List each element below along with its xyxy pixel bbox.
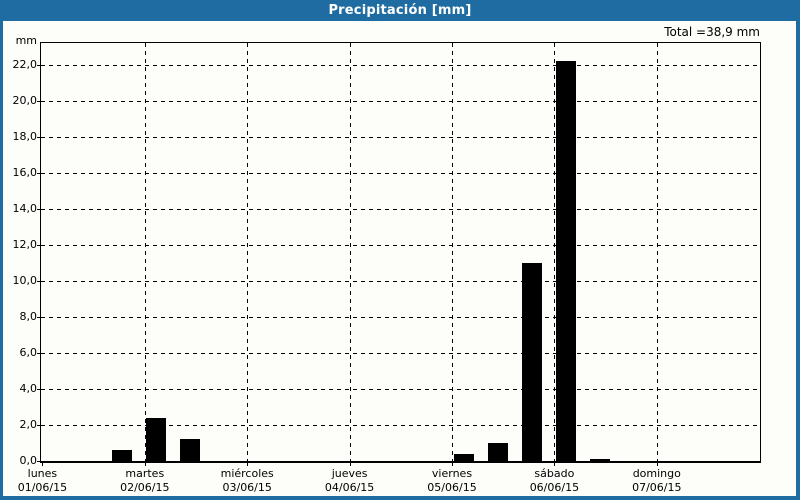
x-axis-day-label: jueves: [331, 467, 368, 480]
precipitation-bar: [453, 454, 474, 461]
precipitation-bar: [112, 450, 133, 461]
x-axis-day-label: viernes: [431, 467, 473, 480]
gridline-horizontal: [41, 245, 760, 246]
precipitation-bar: [555, 61, 576, 461]
x-tick-mark: [349, 463, 351, 466]
y-tick-mark: [37, 425, 40, 426]
x-axis-date-label: 04/06/15: [324, 481, 375, 494]
gridline-horizontal: [41, 209, 760, 210]
y-tick-label: 2,0: [19, 418, 38, 431]
y-axis-unit-label: mm: [15, 34, 37, 47]
gridline-horizontal: [41, 425, 760, 426]
precipitation-bar: [487, 443, 508, 461]
x-axis-date-label: 05/06/15: [427, 481, 477, 494]
gridline-horizontal: [41, 353, 760, 354]
x-axis-date-label: 03/06/15: [222, 481, 272, 494]
y-tick-label: 22,0: [12, 58, 38, 71]
gridline-day-boundary: [452, 43, 453, 461]
gridline-horizontal: [41, 281, 760, 282]
precipitation-bar: [180, 439, 201, 461]
y-tick-label: 0,0: [19, 454, 38, 467]
gridline-day-boundary: [247, 43, 249, 461]
x-axis-day-label: martes: [125, 467, 165, 480]
gridline-horizontal: [41, 389, 760, 390]
precipitation-bar: [590, 459, 611, 461]
y-tick-label: 18,0: [12, 130, 38, 143]
y-tick-label: 8,0: [19, 310, 38, 323]
y-tick-mark: [37, 101, 40, 102]
x-axis-date-label: 07/06/15: [632, 481, 682, 494]
chart-content-area: Total =38,9 mm mm 0,0 2,0 4,0 6,0 8,0 10,0 12,…: [3, 21, 796, 496]
chart-title: Precipitación [mm]: [328, 3, 472, 18]
x-tick-mark: [247, 463, 249, 466]
y-tick-mark: [37, 353, 40, 354]
x-axis-day-label: lunes: [27, 467, 58, 480]
total-precipitation-label: Total =38,9 mm: [664, 25, 760, 39]
y-tick-mark: [37, 209, 40, 210]
gridline-horizontal: [41, 65, 760, 66]
y-tick-label: 10,0: [12, 274, 38, 287]
x-axis-day-label: domingo: [632, 467, 681, 480]
y-tick-mark: [37, 245, 40, 246]
x-axis-day-label: sábado: [534, 467, 575, 480]
gridline-horizontal: [41, 137, 760, 138]
plot-area: [40, 42, 761, 463]
precipitation-bar: [521, 263, 542, 461]
y-tick-mark: [37, 317, 40, 318]
y-tick-label: 20,0: [12, 94, 38, 107]
gridline-day-boundary: [144, 43, 146, 461]
y-tick-mark: [37, 461, 40, 462]
y-tick-label: 4,0: [19, 382, 38, 395]
gridline-day-boundary: [656, 43, 658, 461]
y-tick-mark: [37, 137, 40, 138]
y-tick-label: 14,0: [12, 202, 38, 215]
x-axis-day-label: miércoles: [220, 467, 274, 480]
y-tick-label: 6,0: [19, 346, 38, 359]
y-tick-mark: [37, 281, 40, 282]
x-tick-mark: [656, 463, 658, 466]
x-axis-date-label: 06/06/15: [529, 481, 580, 494]
x-tick-mark: [554, 463, 556, 466]
gridline-day-boundary: [554, 43, 556, 461]
y-tick-mark: [37, 389, 40, 390]
x-tick-mark: [144, 463, 146, 466]
y-tick-label: 16,0: [12, 166, 38, 179]
x-tick-mark: [42, 463, 44, 466]
gridline-horizontal: [41, 317, 760, 318]
gridline-day-boundary: [349, 43, 351, 461]
x-axis-date-label: 01/06/15: [17, 481, 68, 494]
x-axis-date-label: 02/06/15: [120, 481, 170, 494]
y-tick-mark: [37, 65, 40, 66]
y-tick-mark: [37, 173, 40, 174]
y-tick-label: 12,0: [12, 238, 38, 251]
x-tick-mark: [452, 463, 453, 466]
chart-title-bar: Precipitación [mm]: [0, 0, 800, 21]
precipitation-bar: [146, 418, 167, 461]
gridline-horizontal: [41, 101, 760, 102]
gridline-horizontal: [41, 173, 760, 174]
